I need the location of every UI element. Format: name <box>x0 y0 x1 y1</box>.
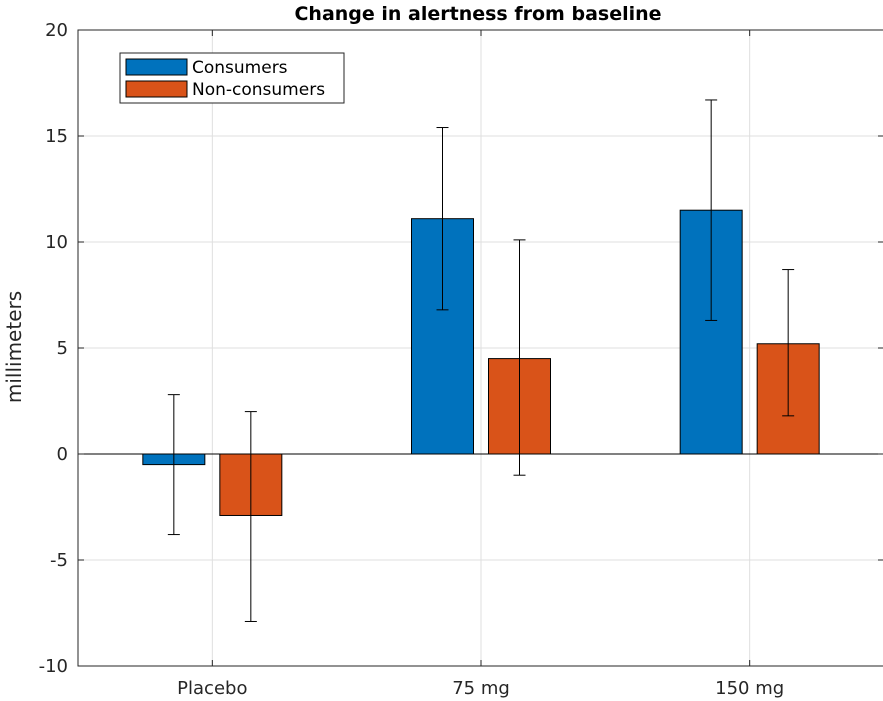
legend-label-0: Consumers <box>192 58 288 78</box>
x-tick-label-2: 150 mg <box>715 678 784 699</box>
y-axis-label: millimeters <box>2 291 26 403</box>
chart-title: Change in alertness from baseline <box>294 3 661 25</box>
y-tick-label-2: 0 <box>57 444 68 465</box>
y-tick-label-0: -10 <box>39 656 68 677</box>
axes-frame <box>77 29 883 667</box>
error-bars-group <box>167 99 795 622</box>
legend-swatch-1 <box>125 80 188 98</box>
y-tick-label-4: 10 <box>45 232 68 253</box>
tick-labels: -10 -5 0 5 10 15 20 Placebo 75 mg 150 mg <box>39 20 785 699</box>
legend-label-1: Non-consumers <box>192 80 325 100</box>
x-tick-label-0: Placebo <box>177 678 247 699</box>
y-tick-label-6: 20 <box>45 20 68 41</box>
y-tick-label-3: 5 <box>57 338 68 359</box>
x-tick-label-1: 75 mg <box>452 678 510 699</box>
y-tick-label-1: -5 <box>50 550 68 571</box>
legend-swatch-0 <box>125 58 188 76</box>
y-tick-label-5: 15 <box>45 126 68 147</box>
